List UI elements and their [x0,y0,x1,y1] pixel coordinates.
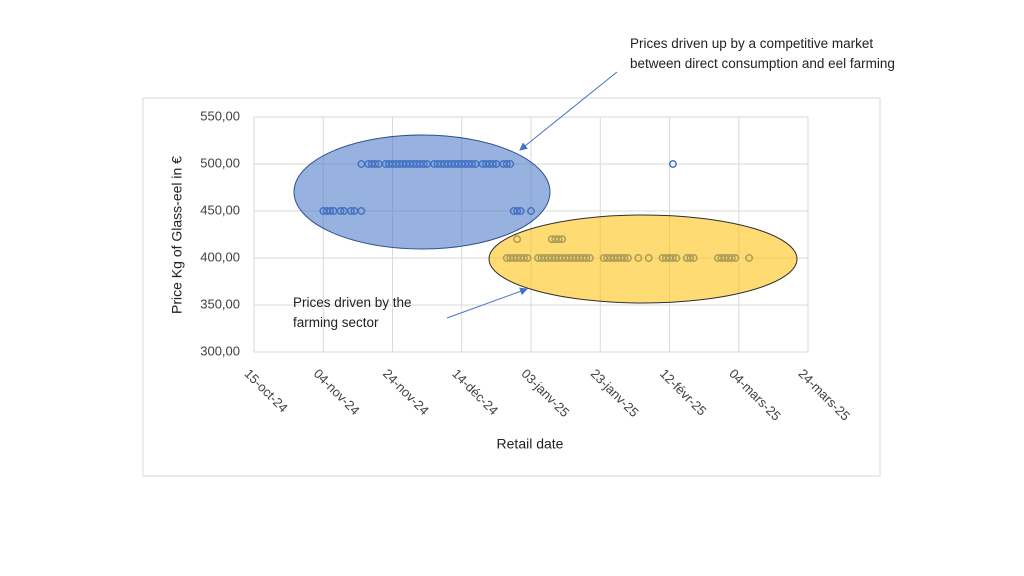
annotation: Prices driven up by a competitive market… [630,36,895,71]
y-tick-label: 350,00 [200,296,240,311]
annotation-box: Prices driven up by a competitive market… [630,36,895,71]
y-tick-label: 450,00 [200,202,240,217]
arrow [519,71,618,151]
y-tick-label: 400,00 [200,249,240,264]
y-tick-label: 500,00 [200,155,240,170]
y-tick-label: 300,00 [200,343,240,358]
annotation-box: Prices driven by the farming sector [293,295,412,330]
arrow [446,287,528,319]
y-axis-title: Price Kg of Glass-eel in € [169,156,185,314]
highlight-ellipse [293,134,551,250]
x-axis-title: Retail date [497,436,564,452]
y-tick-label: 550,00 [200,108,240,123]
highlight-ellipse [488,214,798,304]
point [669,160,677,168]
annotation: Prices driven by the farming sector [293,295,412,330]
